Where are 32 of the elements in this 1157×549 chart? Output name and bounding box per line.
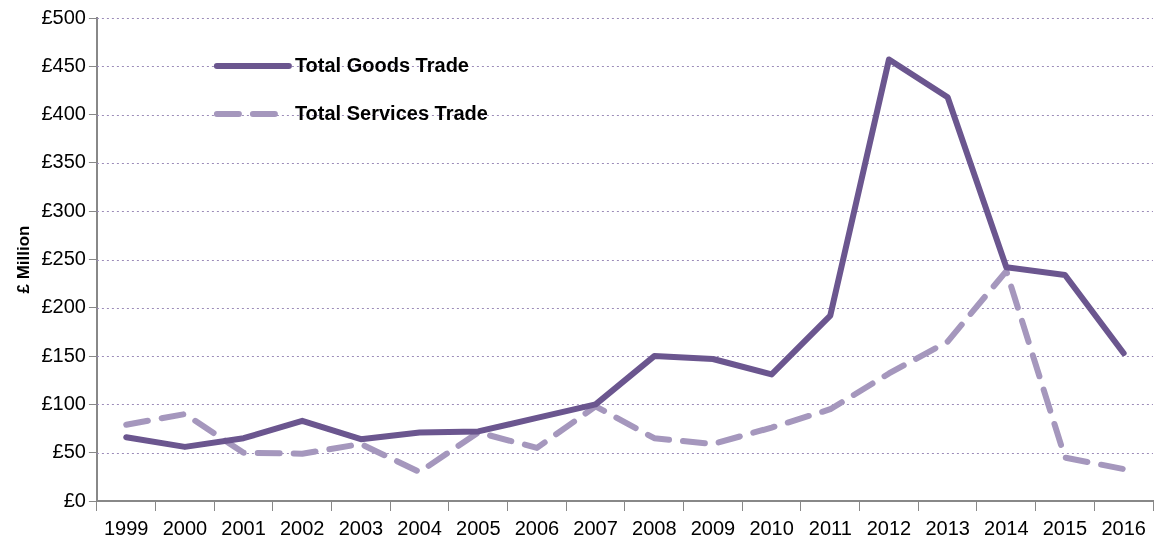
x-tick-label: 2004 xyxy=(397,516,442,539)
x-tick-label: 2003 xyxy=(338,516,384,539)
y-axis-title: £ Million xyxy=(13,225,33,294)
x-tick-label: 2010 xyxy=(749,516,794,539)
x-tick-label: 2008 xyxy=(632,516,677,539)
y-tick-label: £300 xyxy=(41,198,86,221)
y-tick-label: £250 xyxy=(41,247,86,270)
x-tick-label: 2012 xyxy=(866,516,912,539)
legend-label: Total Goods Trade xyxy=(294,53,469,76)
x-tick-label: 2002 xyxy=(280,516,325,539)
y-tick-label: £150 xyxy=(41,343,86,366)
y-tick-label: £400 xyxy=(41,102,86,125)
x-tick-label: 2013 xyxy=(925,516,970,539)
y-tick-label: £50 xyxy=(52,440,86,463)
x-tick-label: 2006 xyxy=(514,516,560,539)
x-tick-label: 2005 xyxy=(456,516,501,539)
x-tick-label: 2000 xyxy=(162,516,208,539)
y-tick-label: £200 xyxy=(41,295,86,318)
x-tick-label: 2015 xyxy=(1042,516,1088,539)
x-tick-label: 2007 xyxy=(573,516,618,539)
y-tick-label: £500 xyxy=(41,5,86,28)
legend-label: Total Services Trade xyxy=(294,101,488,124)
y-tick-label: £450 xyxy=(41,53,86,76)
x-tick-label: 2001 xyxy=(221,516,266,539)
y-tick-label: £100 xyxy=(41,391,86,414)
x-tick-label: 2014 xyxy=(984,516,1029,539)
x-tick-label: 2011 xyxy=(808,516,852,539)
x-tick-label: 2016 xyxy=(1101,516,1146,539)
x-tick-label: 1999 xyxy=(103,516,149,539)
y-tick-label: £350 xyxy=(41,150,86,173)
x-tick-label: 2009 xyxy=(690,516,736,539)
y-tick-label: £0 xyxy=(63,488,86,511)
